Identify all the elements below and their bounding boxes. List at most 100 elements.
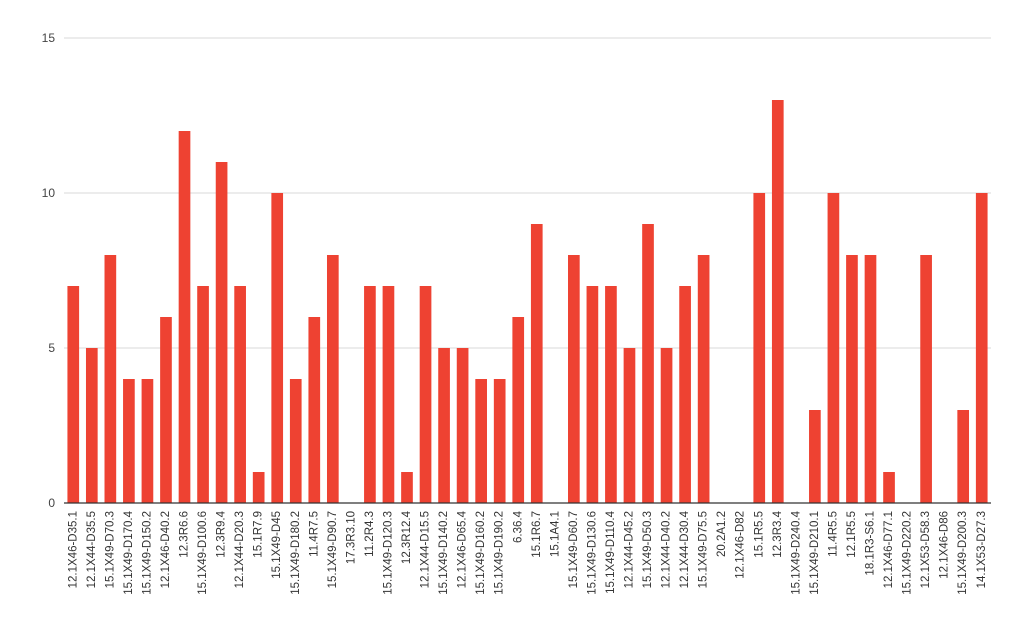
bar xyxy=(123,379,135,503)
x-tick-label: 15.1X49-D180.2 xyxy=(290,511,302,595)
bar xyxy=(957,410,970,503)
x-tick-label: 12.1X46-D40.2 xyxy=(160,511,172,588)
x-axis-tick-labels: 12.1X46-D35.1 12.1X44-D35.5 15.1X49-D70.3 1… xyxy=(67,510,987,594)
bar xyxy=(975,193,988,503)
bar xyxy=(141,379,154,503)
x-tick-label: 12.1R5.5 xyxy=(846,511,858,558)
x-tick-label: 15.1A4.1 xyxy=(549,511,561,557)
bar xyxy=(605,286,617,503)
x-tick-label: 6.36.4 xyxy=(512,510,524,543)
x-tick-label: 15.1X49-D210.1 xyxy=(809,511,821,595)
bar xyxy=(438,348,450,503)
x-tick-label: 12.1X46-D77.1 xyxy=(883,511,895,588)
x-tick-label: 12.1X44-D40.2 xyxy=(661,511,673,588)
y-axis-tick-labels: 0 5 10 15 xyxy=(42,31,56,510)
x-tick-label: 12.1X44-D20.3 xyxy=(234,511,246,588)
bar xyxy=(401,472,413,503)
bar xyxy=(234,286,246,503)
y-tick-label: 5 xyxy=(48,341,55,355)
bar xyxy=(809,410,821,503)
bar xyxy=(679,286,691,503)
bar xyxy=(456,348,469,503)
bar xyxy=(530,224,543,503)
x-tick-label: 15.1X49-D220.2 xyxy=(902,511,914,595)
x-tick-label: 15.1X49-D130.6 xyxy=(586,511,598,595)
x-tick-label: 12.1X44-D35.5 xyxy=(86,511,98,588)
bar xyxy=(753,193,766,503)
bar xyxy=(67,286,80,503)
x-tick-label: 11.4R5.5 xyxy=(827,511,839,557)
bar xyxy=(864,255,877,503)
x-tick-label: 15.1X49-D100.6 xyxy=(197,511,209,595)
bar xyxy=(271,193,284,503)
x-tick-label: 15.1X49-D170.4 xyxy=(123,510,135,594)
bar xyxy=(623,348,636,503)
x-tick-label: 15.1X49-D150.2 xyxy=(141,511,153,595)
bar xyxy=(493,379,506,503)
y-tick-label: 10 xyxy=(42,186,56,200)
x-tick-label: 15.1X49-D60.7 xyxy=(568,511,580,588)
x-tick-label: 12.3R9.4 xyxy=(216,510,228,557)
bar xyxy=(382,286,395,503)
x-tick-label: 15.1X49-D190.2 xyxy=(494,511,506,595)
bar xyxy=(326,255,339,503)
bar xyxy=(104,255,117,503)
x-tick-label: 12.1X46-D86 xyxy=(939,511,951,579)
x-tick-label: 17.3R3.10 xyxy=(345,511,357,564)
x-tick-label: 11.4R7.5 xyxy=(308,511,320,557)
bar xyxy=(920,255,932,503)
x-tick-label: 12.3R3.4 xyxy=(772,510,784,557)
x-tick-label: 14.1X53-D27.3 xyxy=(976,511,988,588)
bar xyxy=(419,286,432,503)
x-tick-label: 15.1X49-D200.3 xyxy=(957,511,969,595)
bar xyxy=(512,317,525,503)
x-tick-label: 12.1X46-D65.4 xyxy=(457,510,469,588)
x-tick-label: 12.3R6.6 xyxy=(179,511,191,558)
x-tick-label: 20.2A1.2 xyxy=(716,511,728,557)
x-tick-label: 15.1X49-D50.3 xyxy=(642,511,654,588)
bar xyxy=(215,162,228,503)
bar xyxy=(697,255,710,503)
x-tick-label: 15.1X49-D90.7 xyxy=(327,511,339,588)
bar xyxy=(660,348,673,503)
x-tick-label: 15.1R6.7 xyxy=(531,511,543,558)
bar xyxy=(197,286,209,503)
bar xyxy=(846,255,858,503)
bar xyxy=(160,317,172,503)
x-tick-label: 15.1X49-D140.2 xyxy=(438,511,450,595)
x-tick-label: 15.1R7.9 xyxy=(253,511,265,558)
y-tick-label: 15 xyxy=(42,31,56,45)
bar xyxy=(252,472,265,503)
x-tick-label: 11.2R4.3 xyxy=(364,511,376,557)
bar xyxy=(883,472,895,503)
x-tick-label: 15.1X49-D75.5 xyxy=(698,511,710,588)
bar xyxy=(771,100,784,503)
x-tick-label: 15.1R5.5 xyxy=(753,511,765,558)
x-tick-label: 12.3R12.4 xyxy=(401,510,413,564)
bar xyxy=(289,379,302,503)
bars xyxy=(67,100,988,503)
bar xyxy=(308,317,321,503)
x-tick-label: 18.1R3-S6.1 xyxy=(865,511,877,576)
x-tick-label: 12.1X44-D30.4 xyxy=(679,510,691,588)
bar xyxy=(364,286,376,503)
y-tick-label: 0 xyxy=(48,496,55,510)
x-tick-label: 15.1X49-D240.4 xyxy=(790,510,802,594)
x-tick-label: 12.1X44-D15.5 xyxy=(420,511,432,588)
bar xyxy=(827,193,840,503)
x-tick-label: 12.1X46-D35.1 xyxy=(67,511,79,588)
bar xyxy=(568,255,580,503)
x-tick-label: 12.1X53-D58.3 xyxy=(920,511,932,588)
x-tick-label: 12.1X44-D45.2 xyxy=(624,511,636,588)
x-tick-label: 15.1X49-D70.3 xyxy=(104,511,116,588)
x-tick-label: 15.1X49-D120.3 xyxy=(382,511,394,595)
x-tick-label: 15.1X49-D45 xyxy=(271,511,283,579)
bar xyxy=(642,224,654,503)
bar xyxy=(178,131,191,503)
bar xyxy=(85,348,98,503)
bar xyxy=(586,286,599,503)
x-tick-label: 15.1X49-D160.2 xyxy=(475,511,487,595)
x-tick-label: 15.1X49-D110.4 xyxy=(605,510,617,594)
x-tick-label: 12.1X46-D82 xyxy=(735,511,747,579)
